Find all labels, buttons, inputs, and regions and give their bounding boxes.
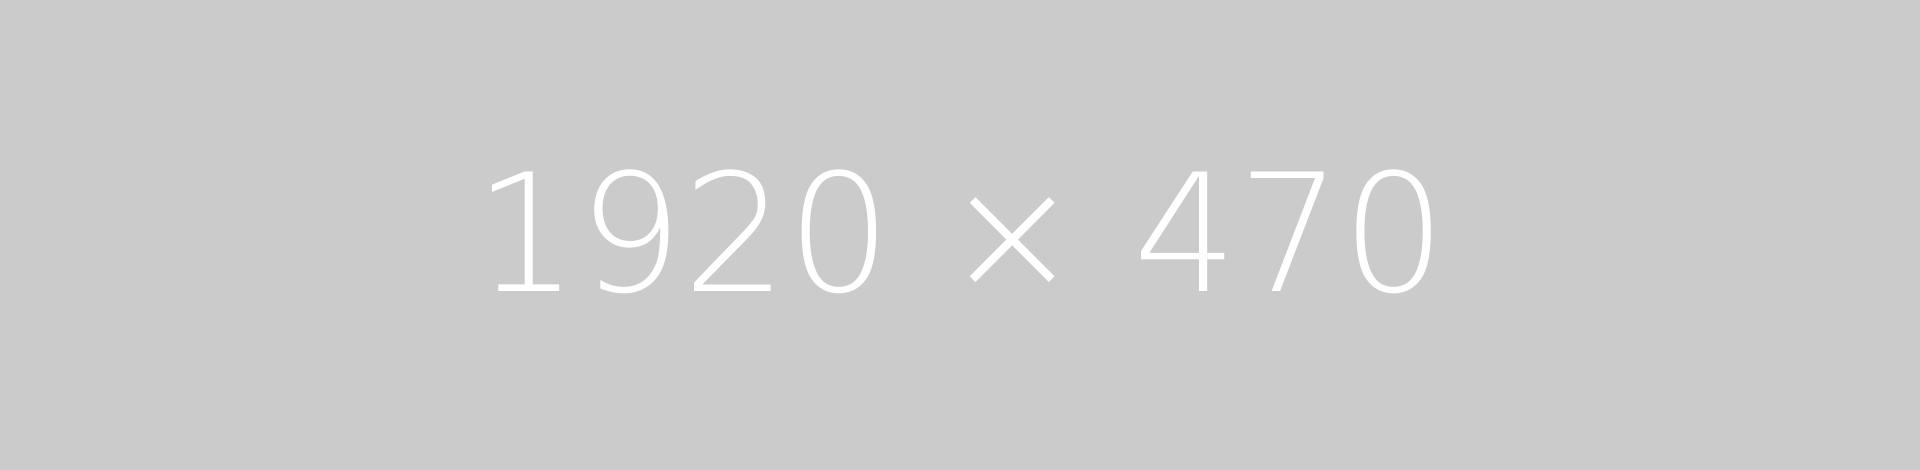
placeholder-image: 1920 × 470	[473, 139, 1447, 330]
dimensions-label: 1920 × 470	[473, 139, 1447, 330]
